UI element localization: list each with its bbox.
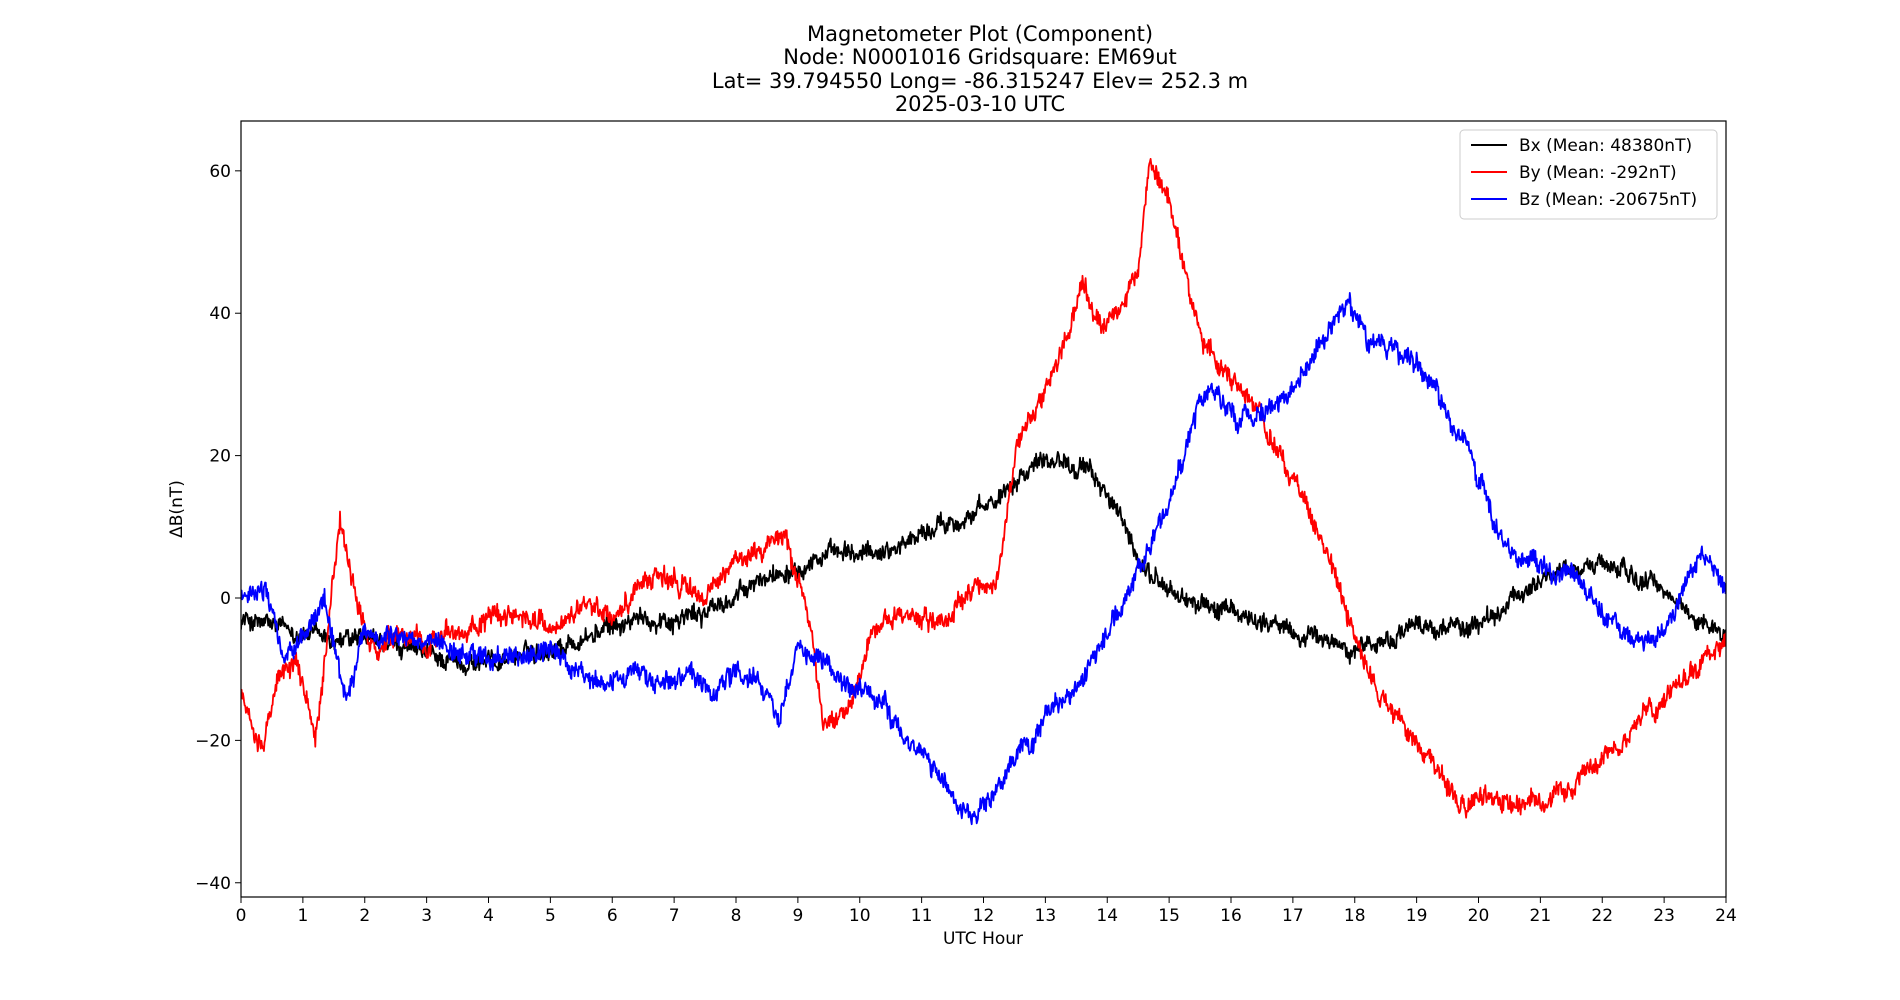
y-axis-label: ΔB(nT) (167, 480, 187, 538)
chart-title: Magnetometer Plot (Component) Node: N000… (712, 22, 1248, 116)
x-tick-label-24: 24 (1715, 906, 1737, 926)
y-tick-label--40: −40 (195, 874, 231, 894)
series-line-bz (241, 292, 1726, 826)
legend-label-by: By (Mean: -292nT) (1519, 163, 1677, 183)
x-tick-label-10: 10 (849, 906, 871, 926)
x-tick-label-23: 23 (1653, 906, 1675, 926)
legend-label-bz: Bz (Mean: -20675nT) (1519, 190, 1697, 210)
x-tick-label-1: 1 (297, 906, 308, 926)
x-tick-label-8: 8 (731, 906, 742, 926)
x-tick-label-7: 7 (669, 906, 680, 926)
legend-label-bx: Bx (Mean: 48380nT) (1519, 136, 1692, 156)
x-tick-label-21: 21 (1530, 906, 1552, 926)
x-tick-label-14: 14 (1096, 906, 1118, 926)
series-lines (241, 158, 1726, 826)
series-line-bx (241, 451, 1726, 677)
legend: Bx (Mean: 48380nT) By (Mean: -292nT) Bz … (1459, 129, 1718, 220)
x-tick-label-4: 4 (483, 906, 494, 926)
y-tick-label-0: 0 (220, 589, 231, 609)
x-tick-label-3: 3 (421, 906, 432, 926)
chart-title-line-2: Node: N0001016 Gridsquare: EM69ut (783, 45, 1176, 69)
y-tick-label-40: 40 (209, 304, 231, 324)
x-tick-label-18: 18 (1344, 906, 1366, 926)
y-tick-label--20: −20 (195, 731, 231, 751)
x-tick-label-5: 5 (545, 906, 556, 926)
legend-box (1459, 129, 1718, 220)
y-tick-label-20: 20 (209, 447, 231, 467)
chart-title-line-3: Lat= 39.794550 Long= -86.315247 Elev= 25… (712, 69, 1248, 93)
x-tick-label-20: 20 (1468, 906, 1490, 926)
y-axis-ticks: −40 −20 0 20 40 60 (195, 162, 241, 894)
series-line-by (241, 158, 1726, 819)
chart-title-line-4: 2025-03-10 UTC (895, 92, 1065, 116)
x-axis-ticks: 0 1 2 3 4 5 6 7 8 9 10 11 12 13 14 15 16 17 18 19 20 21 22 23 24 (236, 897, 1737, 926)
x-tick-label-12: 12 (973, 906, 995, 926)
x-tick-label-13: 13 (1035, 906, 1057, 926)
x-tick-label-6: 6 (607, 906, 618, 926)
x-tick-label-15: 15 (1158, 906, 1180, 926)
x-tick-label-22: 22 (1591, 906, 1613, 926)
x-tick-label-19: 19 (1406, 906, 1428, 926)
x-tick-label-2: 2 (359, 906, 370, 926)
chart-title-line-1: Magnetometer Plot (Component) (807, 22, 1153, 46)
x-tick-label-17: 17 (1282, 906, 1304, 926)
x-axis-label: UTC Hour (943, 929, 1023, 949)
x-tick-label-9: 9 (792, 906, 803, 926)
x-tick-label-11: 11 (911, 906, 933, 926)
y-tick-label-60: 60 (209, 162, 231, 182)
x-tick-label-0: 0 (236, 906, 247, 926)
x-tick-label-16: 16 (1220, 906, 1242, 926)
